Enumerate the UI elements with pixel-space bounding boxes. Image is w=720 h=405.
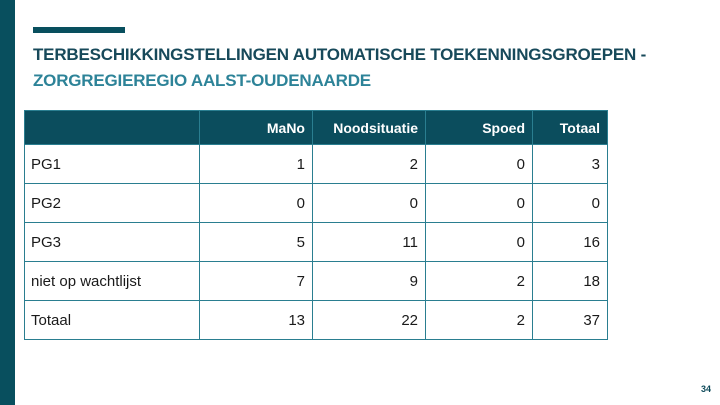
table-cell: 2 <box>425 261 533 301</box>
column-header-empty <box>24 110 200 145</box>
table-cell: 2 <box>425 300 533 340</box>
slide-title: TERBESCHIKKINGSTELLINGEN AUTOMATISCHE TO… <box>33 42 693 94</box>
table-cell: 7 <box>199 261 313 301</box>
slide-title-line2: ZORGREGIEREGIO AALST-OUDENAARDE <box>33 71 371 90</box>
data-table: MaNo Noodsituatie Spoed Totaal PG1 1 2 0… <box>24 110 608 340</box>
table-row: PG3 5 11 0 16 <box>24 222 608 262</box>
table-cell: 5 <box>199 222 313 262</box>
table-cell: 11 <box>312 222 426 262</box>
column-header-noodsituatie: Noodsituatie <box>312 110 426 145</box>
row-label: PG2 <box>24 183 200 223</box>
table-header-row: MaNo Noodsituatie Spoed Totaal <box>24 110 608 145</box>
table-row: Totaal 13 22 2 37 <box>24 300 608 340</box>
left-accent-bar <box>0 0 15 405</box>
column-header-mano: MaNo <box>199 110 313 145</box>
table-cell: 3 <box>532 144 608 184</box>
table-cell: 1 <box>199 144 313 184</box>
table-cell: 37 <box>532 300 608 340</box>
row-label: PG3 <box>24 222 200 262</box>
table-cell: 9 <box>312 261 426 301</box>
table-cell: 2 <box>312 144 426 184</box>
table-cell: 18 <box>532 261 608 301</box>
table-cell: 0 <box>199 183 313 223</box>
row-label: PG1 <box>24 144 200 184</box>
table-cell: 0 <box>425 144 533 184</box>
page-number: 34 <box>700 384 711 394</box>
table-row: PG1 1 2 0 3 <box>24 144 608 184</box>
table-row: PG2 0 0 0 0 <box>24 183 608 223</box>
table-cell: 16 <box>532 222 608 262</box>
table-cell: 0 <box>532 183 608 223</box>
table-cell: 22 <box>312 300 426 340</box>
table-cell: 13 <box>199 300 313 340</box>
row-label: niet op wachtlijst <box>24 261 200 301</box>
title-accent-bar <box>33 27 125 33</box>
table-cell: 0 <box>425 183 533 223</box>
slide-title-line1: TERBESCHIKKINGSTELLINGEN AUTOMATISCHE TO… <box>33 45 647 64</box>
table-cell: 0 <box>425 222 533 262</box>
column-header-totaal: Totaal <box>532 110 608 145</box>
column-header-spoed: Spoed <box>425 110 533 145</box>
table-row: niet op wachtlijst 7 9 2 18 <box>24 261 608 301</box>
row-label: Totaal <box>24 300 200 340</box>
table-cell: 0 <box>312 183 426 223</box>
